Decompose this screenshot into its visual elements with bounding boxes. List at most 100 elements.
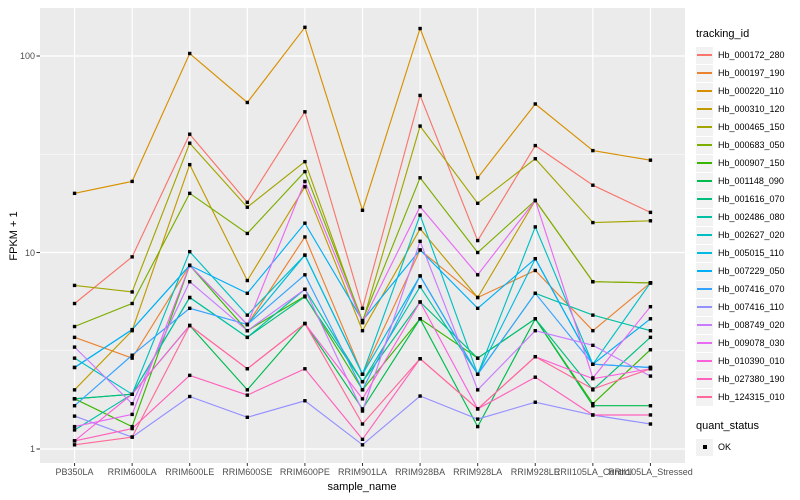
data-point xyxy=(72,335,77,340)
data-point xyxy=(418,300,422,304)
legend-item-label: Hb_000310_120 xyxy=(718,104,785,114)
legend-item: Hb_000907_150 xyxy=(696,154,785,172)
legend-item-label: Hb_000465_150 xyxy=(718,122,785,132)
data-point xyxy=(418,248,422,252)
legend-key-swatch xyxy=(696,172,713,190)
legend-key-swatch xyxy=(696,226,713,244)
legend: tracking_id Hb_000172_280 Hb_000197_190 Hb… xyxy=(696,28,785,456)
data-point xyxy=(591,413,595,417)
legend-key-swatch xyxy=(696,208,713,226)
data-point xyxy=(418,317,422,321)
data-point xyxy=(475,250,480,255)
legend-item-label: Hb_007229_050 xyxy=(718,266,785,276)
data-point xyxy=(130,179,134,184)
data-point xyxy=(188,394,192,399)
data-point xyxy=(533,157,537,161)
x-tick-label: RRIM600PE xyxy=(279,467,330,477)
x-tick-label: RRIM600SE xyxy=(222,467,273,477)
data-point xyxy=(360,328,365,333)
series-color-line-icon xyxy=(697,90,712,92)
data-point xyxy=(188,280,192,284)
legend-key-swatch xyxy=(696,370,713,388)
data-point xyxy=(245,335,250,340)
data-point xyxy=(303,159,307,164)
series-color-line-icon xyxy=(697,378,712,380)
x-tick-label: RRIM928BA xyxy=(395,467,446,477)
data-point xyxy=(130,392,134,396)
data-point xyxy=(591,343,595,348)
data-point xyxy=(475,407,480,411)
series-color-line-icon xyxy=(697,108,712,110)
series-color-line-icon xyxy=(697,342,712,344)
series-color-line-icon xyxy=(697,180,712,182)
legend-item-label: Hb_005015_110 xyxy=(718,248,784,258)
data-point xyxy=(475,238,480,243)
legend-key-swatch xyxy=(696,352,713,370)
legend-item: Hb_000310_120 xyxy=(696,100,785,118)
legend-item: Hb_000172_280 xyxy=(696,46,785,64)
data-point xyxy=(648,304,653,309)
x-tick-label: RRIM600LE xyxy=(165,467,215,477)
data-point xyxy=(533,268,537,273)
data-point xyxy=(188,295,192,300)
legend-key-swatch xyxy=(696,298,713,316)
legend-item-label: Hb_000907_150 xyxy=(718,158,785,168)
legend-item-label: Hb_007416_110 xyxy=(718,302,784,312)
legend-item: Hb_000683_050 xyxy=(696,136,785,154)
data-point xyxy=(533,225,537,229)
data-point xyxy=(591,328,595,333)
data-point xyxy=(648,422,653,426)
data-point xyxy=(72,428,77,432)
data-point xyxy=(188,323,192,328)
legend-key-swatch xyxy=(696,46,713,64)
data-point xyxy=(360,388,365,392)
data-point xyxy=(72,324,77,329)
data-point xyxy=(475,356,480,360)
data-point xyxy=(360,318,365,323)
data-point xyxy=(418,239,422,244)
legend-item-label: Hb_010390_010 xyxy=(718,356,785,366)
data-point xyxy=(648,210,653,215)
data-point xyxy=(130,412,134,417)
data-point xyxy=(303,25,307,29)
legend-key-swatch xyxy=(696,64,713,82)
data-point xyxy=(591,404,595,408)
data-point xyxy=(648,317,653,321)
data-point xyxy=(360,422,365,426)
data-point xyxy=(475,417,480,421)
data-point xyxy=(188,191,192,196)
data-point xyxy=(533,256,537,261)
data-point xyxy=(72,191,77,196)
series-color-line-icon xyxy=(697,234,712,236)
legend-item: Hb_010390_010 xyxy=(696,352,785,370)
data-point xyxy=(303,321,307,326)
data-point xyxy=(303,367,307,371)
data-point xyxy=(360,397,365,401)
data-point xyxy=(130,290,134,294)
data-point xyxy=(533,354,537,359)
data-point xyxy=(303,399,307,403)
data-point xyxy=(648,158,653,162)
legend-key-swatch xyxy=(696,100,713,118)
x-tick-label: RRII105LA_Stressed xyxy=(608,467,693,477)
legend-item-ok: OK xyxy=(696,438,785,456)
data-point xyxy=(533,317,537,321)
data-point xyxy=(303,235,307,239)
data-point xyxy=(475,201,480,205)
legend-key-swatch xyxy=(696,154,713,172)
series-color-line-icon xyxy=(697,252,712,254)
data-point xyxy=(475,306,480,311)
series-color-line-icon xyxy=(697,360,712,362)
legend-title-quant-status: quant_status xyxy=(696,420,759,432)
data-point xyxy=(360,443,365,447)
data-point xyxy=(245,393,250,397)
data-point xyxy=(475,372,480,376)
data-point xyxy=(188,132,192,136)
data-point xyxy=(72,424,77,429)
y-tick-label: 10 xyxy=(24,247,35,258)
data-point xyxy=(360,437,365,442)
series-color-line-icon xyxy=(697,216,712,218)
legend-key-swatch xyxy=(696,136,713,154)
data-point xyxy=(72,414,77,418)
data-point xyxy=(475,273,480,277)
